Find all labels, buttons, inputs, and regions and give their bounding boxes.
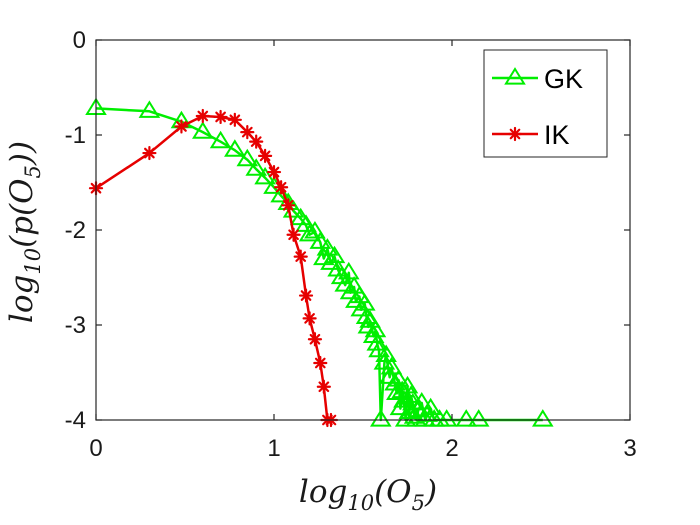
data-point-ik-3 bbox=[195, 108, 210, 124]
x-tick-label-3: 3 bbox=[623, 435, 636, 462]
x-tick-label-2: 2 bbox=[445, 435, 458, 462]
ticks-layer: 0 1 2 3 0 -1 -2 -3 -4 bbox=[65, 27, 637, 462]
data-point-gk-21 bbox=[323, 245, 346, 264]
data-point-gk-4 bbox=[209, 130, 232, 149]
data-point-gk-6 bbox=[236, 148, 259, 167]
data-point-ik-13 bbox=[293, 249, 308, 264]
data-point-gk-46 bbox=[387, 369, 410, 387]
data-point-gk-61 bbox=[419, 397, 442, 416]
data-point-ik-5 bbox=[227, 112, 242, 127]
data-point-ik-11 bbox=[281, 198, 296, 213]
legend-label-gk: GK bbox=[544, 64, 583, 94]
y-tick-label-2: -2 bbox=[65, 217, 86, 244]
y-tick-label-1: -1 bbox=[65, 122, 86, 149]
legend-marker-gk bbox=[504, 67, 526, 85]
data-point-gk-1 bbox=[138, 100, 161, 118]
data-point-gk-27 bbox=[343, 276, 365, 294]
data-point-gk-66 bbox=[467, 409, 490, 427]
data-point-gk-32 bbox=[355, 306, 378, 324]
y-tick-label-3: -3 bbox=[65, 312, 86, 339]
data-point-gk-44 bbox=[384, 372, 406, 391]
legend: GK IK bbox=[483, 49, 608, 158]
data-point-gk-17 bbox=[309, 231, 332, 249]
data-point-gk-7 bbox=[245, 158, 267, 176]
data-point-gk-58 bbox=[410, 391, 433, 410]
y-tick-label-0: 0 bbox=[73, 27, 86, 54]
data-point-ik-8 bbox=[258, 148, 273, 163]
data-point-ik-6 bbox=[240, 125, 255, 140]
data-point-gk-41 bbox=[375, 344, 397, 362]
data-point-ik-7 bbox=[249, 134, 264, 149]
data-point-gk-19 bbox=[316, 238, 339, 256]
data-point-gk-16 bbox=[304, 220, 326, 239]
data-point-gk-43 bbox=[380, 356, 403, 375]
y-tick-label-4: -4 bbox=[65, 407, 86, 434]
x-axis-label: log10(O5) bbox=[299, 474, 437, 515]
x-tick-label-0: 0 bbox=[89, 435, 102, 462]
data-point-gk-34 bbox=[359, 310, 381, 328]
data-point-gk-5 bbox=[224, 139, 246, 157]
data-point-ik-18 bbox=[316, 379, 331, 394]
y-axis-label: log10(p(O5)) bbox=[4, 141, 45, 323]
data-point-gk-53 bbox=[400, 385, 422, 403]
data-point-ik-10 bbox=[274, 180, 289, 195]
data-point-ik-4 bbox=[213, 109, 228, 125]
legend-marker-symbol-ik bbox=[507, 126, 523, 142]
data-point-gk-65 bbox=[455, 409, 478, 427]
data-point-gk-64 bbox=[435, 409, 458, 427]
data-point-ik-12 bbox=[286, 227, 301, 242]
data-point-gk-15 bbox=[298, 223, 321, 242]
data-point-ik-14 bbox=[298, 288, 314, 303]
data-point-gk-48 bbox=[391, 380, 413, 399]
data-point-ik-15 bbox=[302, 311, 317, 326]
data-point-gk-25 bbox=[337, 261, 360, 280]
legend-marker-ik bbox=[507, 126, 523, 142]
data-point-ik-2 bbox=[174, 119, 189, 134]
data-point-gk-37 bbox=[366, 333, 389, 351]
data-point-gk-39 bbox=[370, 409, 392, 427]
legend-label-ik: IK bbox=[544, 120, 570, 150]
data-point-gk-49 bbox=[393, 390, 415, 408]
data-point-gk-10 bbox=[270, 184, 292, 203]
data-point-ik-16 bbox=[307, 332, 323, 347]
data-point-gk-3 bbox=[192, 121, 214, 139]
legend-marker-symbol-gk bbox=[504, 67, 526, 85]
data-point-ik-1 bbox=[142, 145, 157, 161]
data-point-gk-67 bbox=[531, 409, 554, 427]
legend-box bbox=[483, 49, 608, 158]
data-point-ik-17 bbox=[313, 355, 328, 371]
x-tick-label-1: 1 bbox=[267, 435, 280, 462]
data-point-ik-9 bbox=[266, 164, 282, 180]
